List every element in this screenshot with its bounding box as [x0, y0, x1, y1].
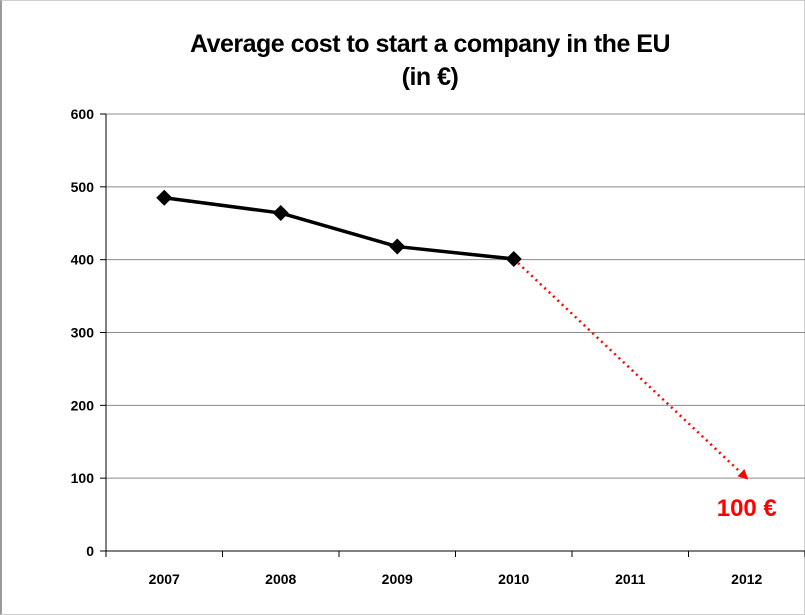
y-tick-label: 600: [71, 106, 95, 122]
chart-title-line1: Average cost to start a company in the E…: [189, 30, 671, 58]
data-point-2007: [156, 189, 173, 206]
x-tick-label: 2007: [149, 571, 180, 587]
projection-arrow: [512, 258, 749, 480]
data-series: [156, 189, 749, 480]
y-tick-label: 400: [71, 252, 95, 268]
y-tick-label: 500: [71, 179, 95, 195]
chart-title-line2: (in €): [401, 63, 459, 91]
y-tick-label: 200: [71, 397, 95, 413]
data-point-2010: [505, 250, 522, 267]
y-tick-label: 100: [71, 470, 95, 486]
x-tick-label: 2012: [731, 571, 762, 587]
x-tick-label: 2008: [265, 571, 296, 587]
x-tick-label: 2011: [615, 571, 646, 587]
projection-label: 100 €: [717, 495, 777, 522]
data-point-2009: [389, 238, 406, 255]
gridlines: [106, 113, 805, 479]
x-tick-label: 2010: [498, 571, 529, 587]
y-tick-label: 300: [71, 325, 95, 341]
x-tick-label: 2009: [382, 571, 413, 587]
data-point-2008: [272, 205, 289, 222]
axes: [100, 113, 805, 557]
tick-labels: 0 100 200 300 400 500 600 2007 2008 2009 2010 2011 2…: [71, 106, 777, 587]
y-tick-label: 0: [86, 543, 94, 559]
series-line: [164, 196, 514, 261]
